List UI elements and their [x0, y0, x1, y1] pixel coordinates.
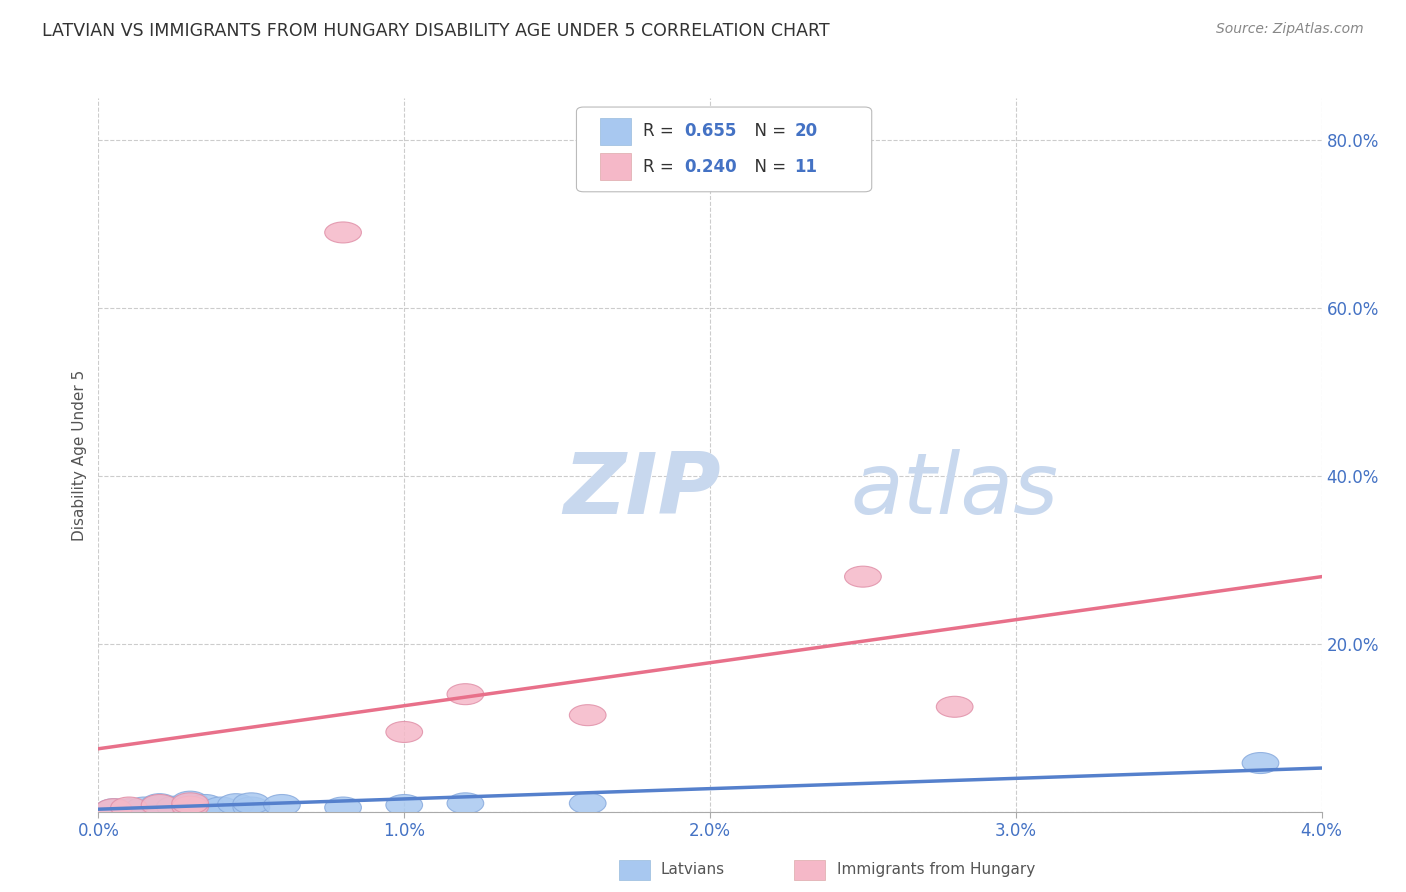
Ellipse shape — [172, 797, 208, 818]
Ellipse shape — [385, 795, 423, 815]
Ellipse shape — [127, 797, 163, 818]
Ellipse shape — [202, 797, 239, 818]
Ellipse shape — [141, 795, 179, 815]
Text: N =: N = — [744, 158, 792, 176]
Ellipse shape — [172, 791, 208, 812]
Text: Source: ZipAtlas.com: Source: ZipAtlas.com — [1216, 22, 1364, 37]
Ellipse shape — [187, 795, 224, 815]
Ellipse shape — [156, 797, 193, 817]
Ellipse shape — [96, 798, 132, 820]
Ellipse shape — [325, 222, 361, 243]
Text: 11: 11 — [794, 158, 817, 176]
Ellipse shape — [447, 683, 484, 705]
Ellipse shape — [569, 793, 606, 814]
Ellipse shape — [233, 797, 270, 818]
Ellipse shape — [172, 795, 208, 815]
Ellipse shape — [172, 797, 208, 817]
Text: 20: 20 — [794, 122, 817, 140]
Ellipse shape — [96, 798, 132, 820]
Ellipse shape — [447, 793, 484, 814]
Text: atlas: atlas — [851, 449, 1059, 533]
Ellipse shape — [385, 722, 423, 742]
Ellipse shape — [172, 793, 208, 814]
Text: R =: R = — [643, 122, 679, 140]
Y-axis label: Disability Age Under 5: Disability Age Under 5 — [72, 369, 87, 541]
Ellipse shape — [325, 797, 361, 818]
Ellipse shape — [569, 705, 606, 726]
Text: 0.240: 0.240 — [685, 158, 737, 176]
Text: 0.655: 0.655 — [685, 122, 737, 140]
Ellipse shape — [233, 793, 270, 814]
Ellipse shape — [141, 797, 179, 817]
Ellipse shape — [111, 797, 148, 818]
Ellipse shape — [1241, 753, 1279, 773]
Ellipse shape — [936, 697, 973, 717]
Ellipse shape — [845, 566, 882, 587]
Ellipse shape — [263, 795, 301, 815]
Text: ZIP: ZIP — [564, 449, 721, 533]
Ellipse shape — [111, 798, 148, 820]
Ellipse shape — [141, 794, 179, 814]
Text: N =: N = — [744, 122, 792, 140]
Text: Immigrants from Hungary: Immigrants from Hungary — [837, 863, 1035, 877]
Text: Latvians: Latvians — [661, 863, 725, 877]
Text: LATVIAN VS IMMIGRANTS FROM HUNGARY DISABILITY AGE UNDER 5 CORRELATION CHART: LATVIAN VS IMMIGRANTS FROM HUNGARY DISAB… — [42, 22, 830, 40]
Ellipse shape — [218, 794, 254, 814]
Text: R =: R = — [643, 158, 679, 176]
